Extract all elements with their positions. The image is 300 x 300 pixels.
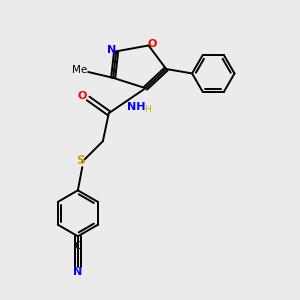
Text: N: N bbox=[107, 45, 116, 55]
Text: Me: Me bbox=[72, 65, 87, 76]
Text: S: S bbox=[76, 154, 85, 167]
Text: NH: NH bbox=[128, 102, 146, 112]
Text: C: C bbox=[75, 241, 82, 251]
Text: O: O bbox=[78, 91, 87, 100]
Text: H: H bbox=[145, 105, 151, 114]
Text: O: O bbox=[147, 39, 157, 49]
Text: N: N bbox=[73, 268, 83, 278]
